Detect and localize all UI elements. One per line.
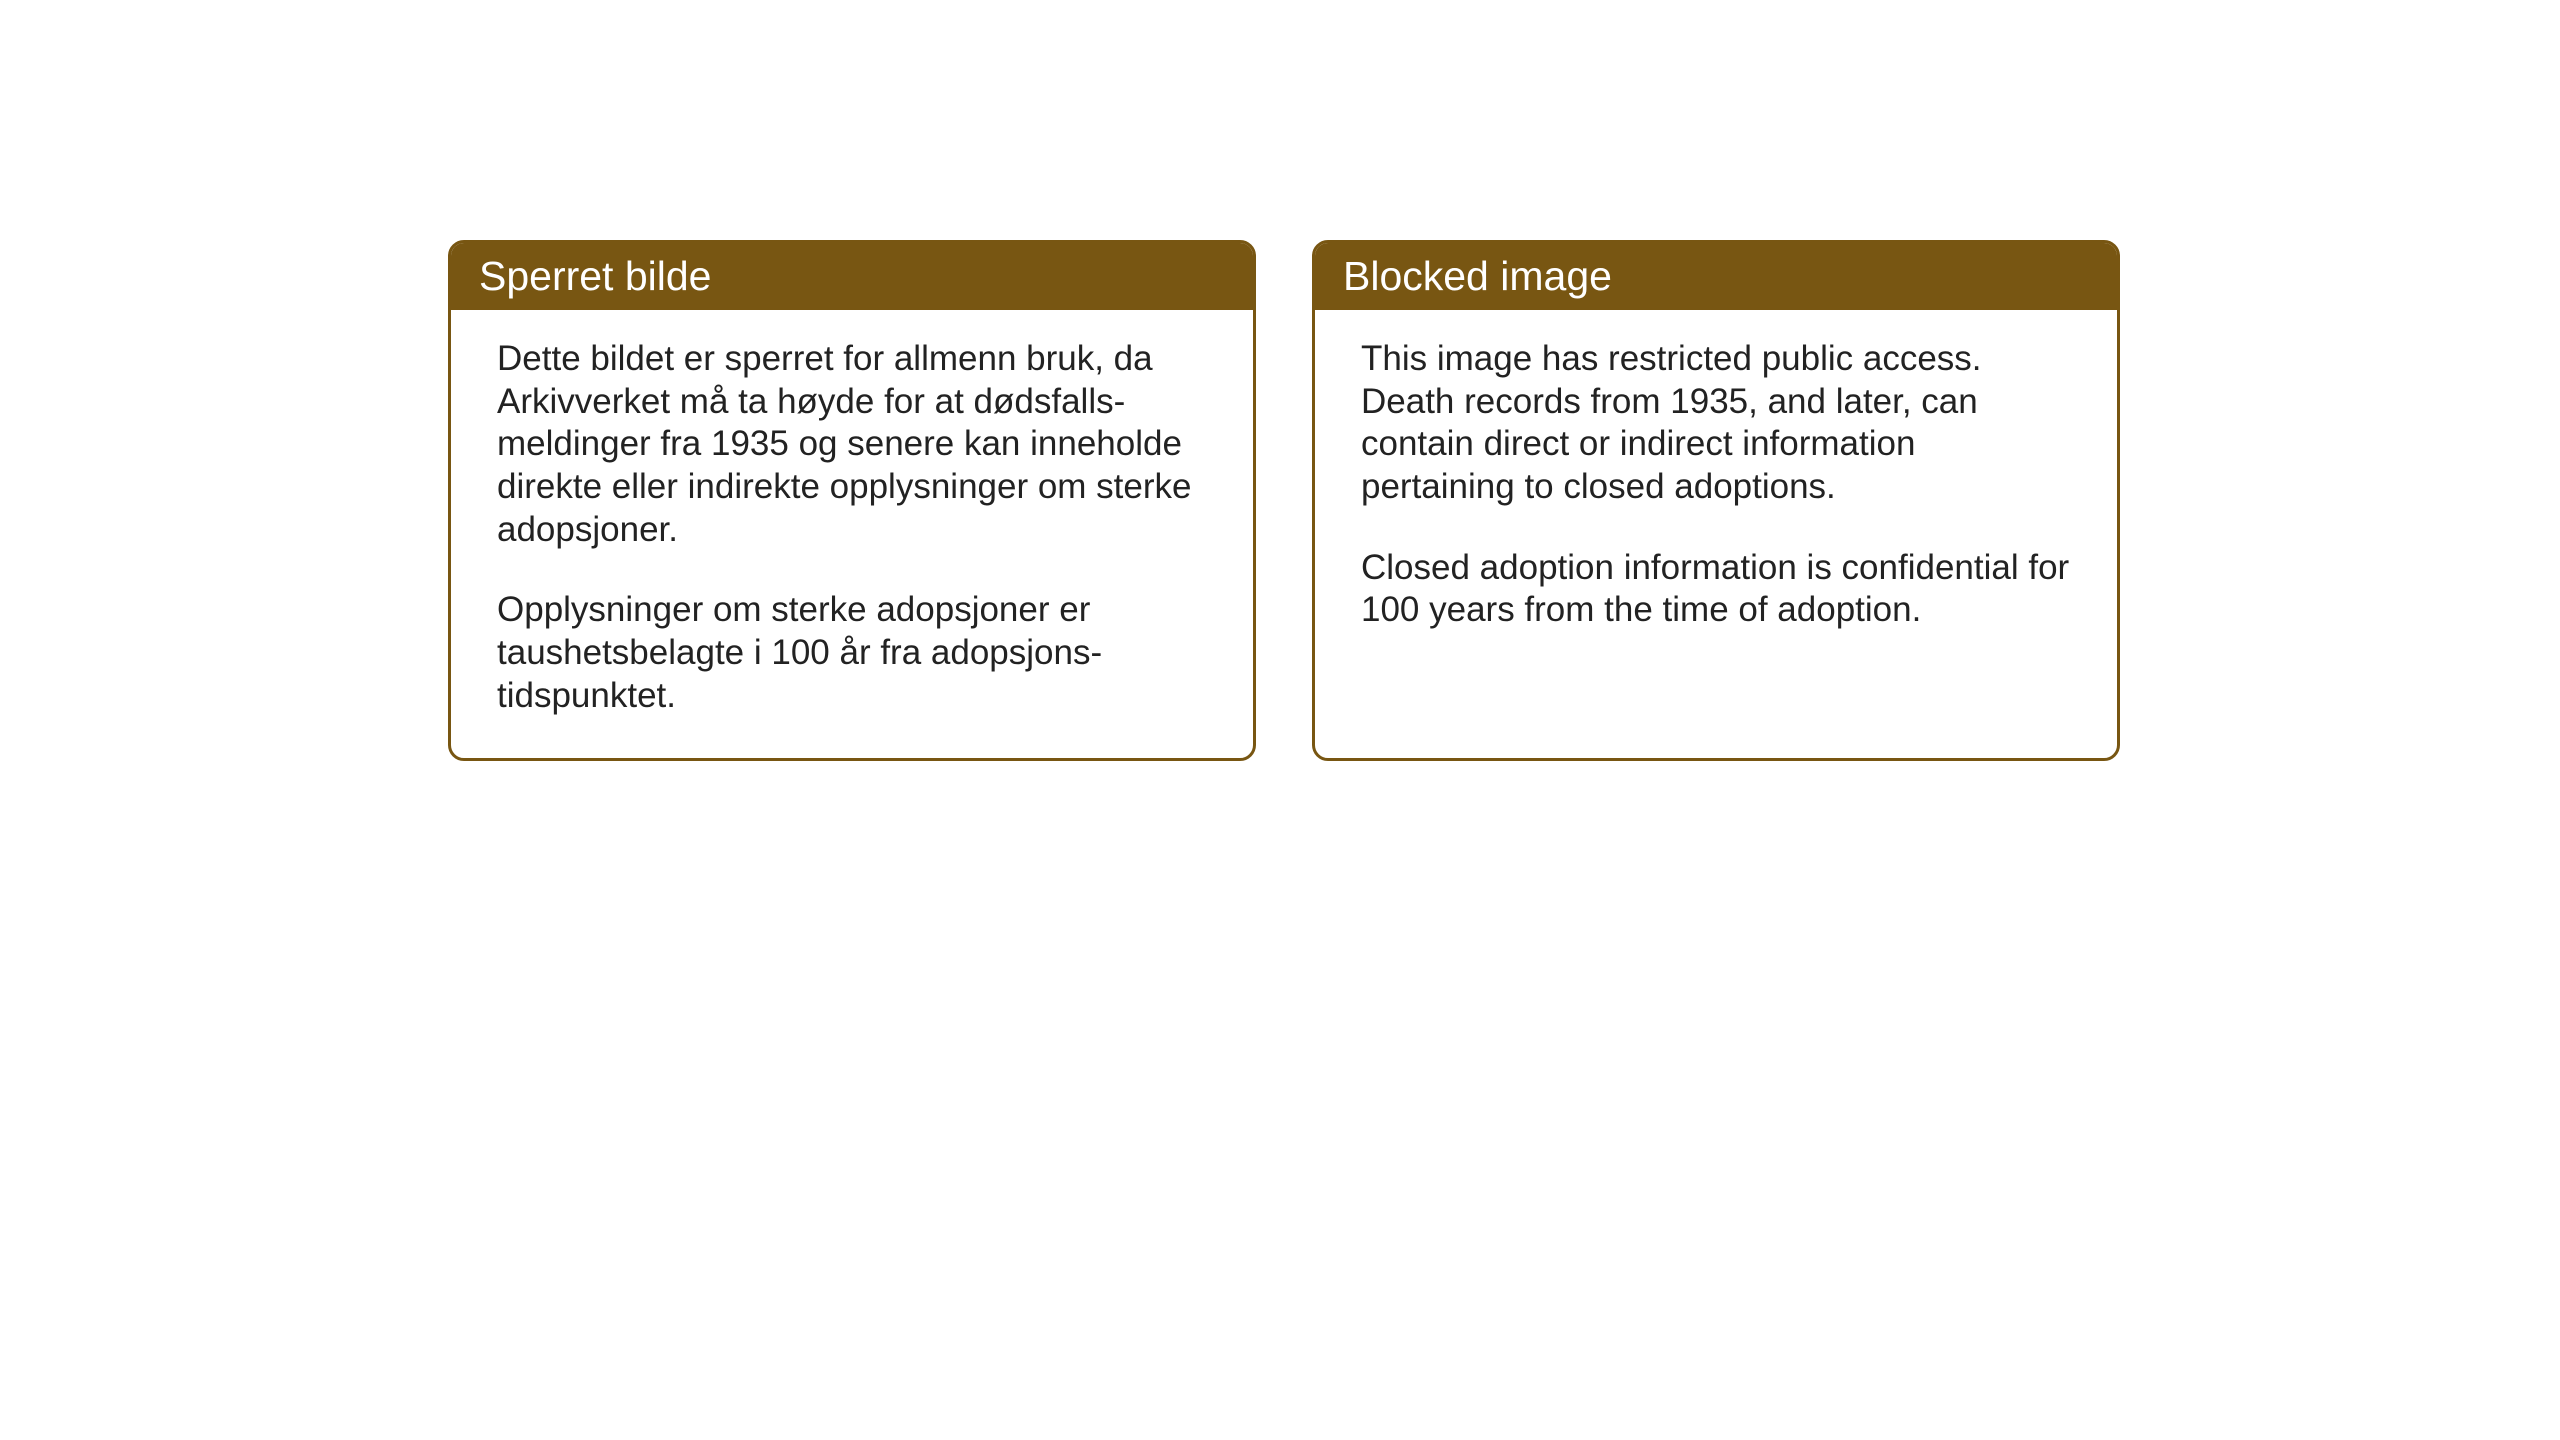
english-card-title: Blocked image — [1343, 253, 1612, 299]
english-card-header: Blocked image — [1315, 243, 2117, 310]
norwegian-card-header: Sperret bilde — [451, 243, 1253, 310]
english-notice-card: Blocked image This image has restricted … — [1312, 240, 2120, 761]
norwegian-paragraph-1: Dette bildet er sperret for allmenn bruk… — [497, 338, 1207, 551]
cards-container: Sperret bilde Dette bildet er sperret fo… — [0, 0, 2560, 761]
english-card-body: This image has restricted public access.… — [1315, 310, 2117, 710]
english-paragraph-2: Closed adoption information is confident… — [1361, 547, 2071, 632]
norwegian-card-title: Sperret bilde — [479, 253, 711, 299]
norwegian-paragraph-2: Opplysninger om sterke adopsjoner er tau… — [497, 589, 1207, 717]
norwegian-card-body: Dette bildet er sperret for allmenn bruk… — [451, 310, 1253, 758]
norwegian-notice-card: Sperret bilde Dette bildet er sperret fo… — [448, 240, 1256, 761]
english-paragraph-1: This image has restricted public access.… — [1361, 338, 2071, 509]
